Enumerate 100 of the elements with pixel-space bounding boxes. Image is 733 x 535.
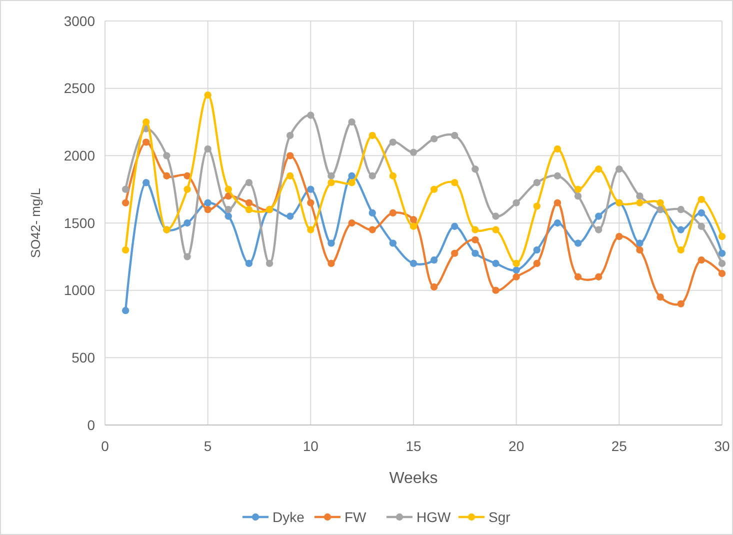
point: [636, 199, 644, 206]
point: [204, 199, 212, 206]
y-tick-label: 2000: [64, 148, 96, 164]
point: [574, 192, 582, 200]
point: [677, 246, 684, 254]
point: [451, 132, 458, 140]
point: [328, 260, 335, 267]
point: [595, 212, 602, 220]
point: [512, 260, 520, 267]
point: [656, 293, 664, 301]
x-tick-label: 20: [508, 438, 524, 454]
point: [512, 266, 520, 274]
point: [533, 246, 540, 254]
point: [698, 209, 706, 216]
point: [492, 226, 500, 234]
point: [472, 250, 479, 257]
point: [368, 209, 376, 216]
x-axis-title: Weeks: [389, 470, 438, 487]
point: [410, 260, 418, 267]
point: [451, 179, 458, 186]
point: [698, 196, 706, 204]
y-tick-label: 1000: [64, 282, 96, 298]
point: [122, 246, 130, 254]
point: [595, 273, 602, 280]
point: [533, 179, 540, 186]
y-tick-label: 500: [72, 350, 96, 366]
point: [204, 91, 212, 99]
point: [492, 212, 500, 220]
point: [574, 186, 582, 193]
point: [492, 260, 500, 267]
point: [245, 206, 253, 214]
point: [492, 286, 500, 294]
x-tick-label: 15: [406, 438, 422, 454]
point: [286, 172, 294, 180]
x-tick-label: 0: [101, 438, 110, 454]
y-tick-label: 0: [87, 416, 96, 433]
point: [677, 206, 684, 214]
point: [410, 148, 418, 156]
y-tick-label: 1500: [64, 214, 96, 231]
point: [554, 199, 562, 206]
point: [698, 256, 706, 264]
legend-label: Dyke: [272, 508, 305, 525]
point: [307, 186, 314, 193]
point: [616, 232, 623, 240]
y-axis-title: SO42- mg/L: [28, 188, 43, 258]
point: [718, 250, 726, 257]
point: [616, 166, 623, 173]
legend-label: HGW: [416, 508, 452, 525]
point: [554, 172, 562, 180]
point: [574, 273, 582, 280]
point: [184, 253, 191, 260]
legend-label: Sgr: [488, 508, 511, 525]
point: [122, 186, 130, 193]
point: [224, 186, 232, 193]
y-tick-label: 3000: [64, 12, 96, 29]
point: [595, 226, 602, 234]
point: [430, 135, 438, 142]
point: [389, 138, 397, 146]
point: [410, 216, 418, 224]
point: [122, 199, 130, 206]
point: [368, 172, 376, 180]
y-tick-label: 2500: [64, 80, 96, 96]
point: [472, 226, 479, 234]
legend-label: FW: [344, 508, 368, 525]
point: [389, 172, 397, 180]
point: [389, 240, 397, 247]
point: [656, 199, 664, 206]
point: [636, 246, 644, 254]
point: [245, 260, 253, 267]
point: [533, 202, 540, 210]
point: [512, 273, 520, 280]
point: [574, 240, 582, 247]
point: [698, 222, 706, 230]
point: [677, 300, 684, 308]
point: [348, 172, 356, 180]
x-tick-label: 5: [204, 438, 212, 454]
point: [142, 179, 150, 186]
point: [368, 226, 376, 234]
x-tick-label: 30: [714, 438, 730, 454]
point: [286, 132, 294, 140]
point: [224, 212, 232, 220]
point: [328, 240, 335, 247]
point: [286, 212, 294, 220]
point: [184, 219, 191, 227]
point: [472, 166, 479, 173]
point: [636, 192, 644, 200]
point: [554, 145, 562, 153]
point: [163, 152, 170, 160]
point: [718, 260, 726, 267]
point: [451, 222, 458, 230]
point: [368, 132, 376, 140]
point: [677, 226, 684, 234]
point: [204, 206, 212, 214]
point: [430, 283, 438, 291]
point: [595, 166, 602, 173]
point: [307, 226, 314, 234]
point: [245, 199, 253, 206]
x-tick-label: 25: [611, 438, 628, 454]
point: [307, 112, 314, 119]
point: [451, 250, 458, 257]
